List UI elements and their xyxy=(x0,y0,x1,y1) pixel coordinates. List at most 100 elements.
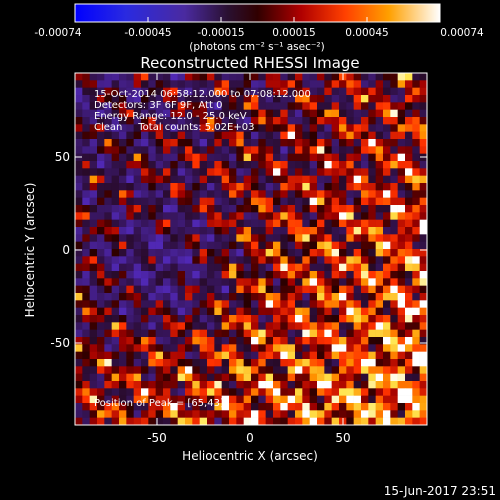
heatmap-cell xyxy=(287,183,296,191)
heatmap-cell xyxy=(126,300,134,308)
heatmap-cell xyxy=(375,293,384,301)
heatmap-cell xyxy=(397,117,406,125)
heatmap-cell xyxy=(126,322,134,330)
heatmap-cell xyxy=(170,344,178,352)
heatmap-cell xyxy=(89,263,98,272)
heatmap-cell xyxy=(419,417,428,426)
heatmap-cell xyxy=(258,271,266,279)
heatmap-cell xyxy=(419,95,428,103)
heatmap-cell xyxy=(170,87,178,96)
heatmap-cell xyxy=(346,95,354,103)
heatmap-cell xyxy=(353,175,362,184)
heatmap-cell xyxy=(163,87,171,96)
heatmap-cell xyxy=(309,212,318,220)
heatmap-cell xyxy=(368,227,376,235)
heatmap-cell xyxy=(243,256,252,264)
heatmap-cell xyxy=(89,417,98,426)
heatmap-cell xyxy=(192,263,200,272)
heatmap-cell xyxy=(170,205,178,213)
heatmap-cell xyxy=(221,307,230,316)
heatmap-cell xyxy=(419,381,428,389)
heatmap-cell xyxy=(331,183,340,191)
heatmap-cell xyxy=(141,73,149,81)
heatmap-cell xyxy=(236,124,244,132)
heatmap-cell xyxy=(302,344,310,352)
heatmap-cell xyxy=(89,410,98,418)
heatmap-cell xyxy=(405,234,413,242)
heatmap-cell xyxy=(397,131,406,140)
heatmap-cell xyxy=(375,322,384,330)
heatmap-cell xyxy=(419,351,428,360)
heatmap-cell xyxy=(346,410,354,418)
heatmap-cell xyxy=(243,410,252,418)
heatmap-cell xyxy=(199,300,208,308)
heatmap-cell xyxy=(111,410,120,418)
heatmap-cell xyxy=(111,131,120,140)
heatmap-cell xyxy=(412,190,420,198)
heatmap-cell xyxy=(177,263,186,272)
heatmap-cell xyxy=(324,337,332,345)
heatmap-cell xyxy=(265,124,274,132)
heatmap-cell xyxy=(104,102,112,110)
heatmap-cell xyxy=(97,153,105,162)
heatmap-cell xyxy=(111,205,120,213)
heatmap-cell xyxy=(82,293,90,301)
heatmap-cell xyxy=(243,197,252,206)
heatmap-cell xyxy=(89,161,98,169)
heatmap-cell xyxy=(361,256,369,264)
heatmap-cell xyxy=(126,417,134,426)
heatmap-cell xyxy=(170,234,178,242)
heatmap-cell xyxy=(82,329,90,338)
heatmap-cell xyxy=(119,117,127,125)
heatmap-cell xyxy=(317,131,325,140)
heatmap-cell xyxy=(111,190,120,198)
heatmap-cell xyxy=(419,285,428,294)
heatmap-cell xyxy=(368,256,376,264)
heatmap-cell xyxy=(141,190,149,198)
heatmap-cell xyxy=(419,403,428,411)
heatmap-cell xyxy=(82,190,90,198)
heatmap-cell xyxy=(405,307,413,316)
heatmap-cell xyxy=(104,109,112,118)
heatmap-cell xyxy=(309,102,318,110)
heatmap-cell xyxy=(141,373,149,382)
heatmap-cell xyxy=(390,212,398,220)
heatmap-cell xyxy=(412,241,420,250)
heatmap-cell xyxy=(405,373,413,382)
heatmap-cell xyxy=(302,205,310,213)
heatmap-cell xyxy=(155,234,164,242)
heatmap-cell xyxy=(141,117,149,125)
heatmap-cell xyxy=(368,337,376,345)
heatmap-cell xyxy=(405,285,413,294)
heatmap-cell xyxy=(243,322,252,330)
heatmap-cell xyxy=(185,293,193,301)
heatmap-cell xyxy=(317,307,325,316)
heatmap-cell xyxy=(295,395,303,404)
heatmap-cell xyxy=(163,95,171,103)
heatmap-cell xyxy=(258,219,266,228)
heatmap-cell xyxy=(295,285,303,294)
heatmap-cell xyxy=(163,388,171,396)
heatmap-cell xyxy=(375,315,384,323)
heatmap-cell xyxy=(214,205,222,213)
heatmap-cell xyxy=(339,219,347,228)
heatmap-cell xyxy=(317,102,325,110)
heatmap-cell xyxy=(353,87,362,96)
heatmap-cell xyxy=(258,285,266,294)
heatmap-cell xyxy=(207,366,215,374)
heatmap-cell xyxy=(361,205,369,213)
heatmap-cell xyxy=(199,109,208,118)
heatmap-cell xyxy=(75,117,83,125)
heatmap-cell xyxy=(405,175,413,184)
heatmap-cell xyxy=(412,366,420,374)
heatmap-cell xyxy=(405,109,413,118)
heatmap-cell xyxy=(258,131,266,140)
heatmap-cell xyxy=(104,139,112,147)
heatmap-cell xyxy=(111,80,120,88)
heatmap-cell xyxy=(317,359,325,367)
heatmap-cell xyxy=(185,271,193,279)
heatmap-cell xyxy=(346,256,354,264)
heatmap-cell xyxy=(170,329,178,338)
heatmap-cell xyxy=(317,197,325,206)
heatmap-cell xyxy=(163,168,171,176)
